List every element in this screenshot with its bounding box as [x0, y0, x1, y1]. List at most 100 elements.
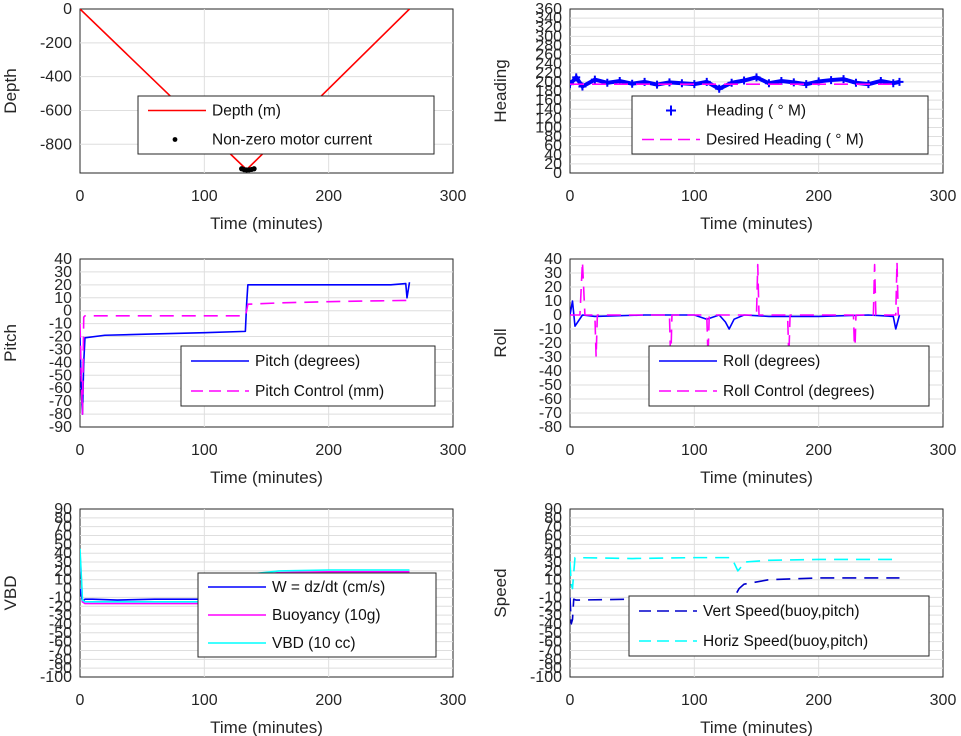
y-tick-label: -80 — [539, 651, 562, 668]
y-tick-label: -10 — [539, 589, 562, 606]
data-point — [665, 78, 674, 87]
y-tick-label: 80 — [54, 510, 72, 527]
y-tick-label: -30 — [49, 607, 72, 624]
x-tick-label: 0 — [566, 188, 575, 205]
y-tick-label: -80 — [49, 651, 72, 668]
y-tick-label: 80 — [544, 510, 562, 527]
y-tick-label: 320 — [535, 19, 562, 36]
y-tick-label: 300 — [535, 28, 562, 45]
data-point — [677, 79, 686, 88]
x-tick-label: 300 — [930, 188, 957, 205]
y-tick-label: 50 — [544, 536, 562, 553]
x-tick-label: 100 — [191, 692, 218, 709]
data-point — [752, 73, 761, 82]
y-tick-label: 30 — [54, 264, 72, 281]
y-tick-label: 40 — [54, 251, 72, 268]
x-tick-label: 100 — [191, 442, 218, 459]
x-tick-label: 300 — [930, 442, 957, 459]
x-tick-label: 100 — [681, 188, 708, 205]
legend-box — [648, 345, 930, 407]
legend-label: Depth (m) — [212, 103, 281, 120]
y-tick-label: 40 — [544, 545, 562, 562]
legend-label: Pitch Control (mm) — [255, 383, 384, 400]
y-tick-label: -40 — [49, 616, 72, 633]
data-point — [789, 78, 798, 87]
y-tick-label: 80 — [544, 129, 562, 146]
y-tick-label: -600 — [40, 102, 72, 119]
y-tick-label: 0 — [553, 307, 562, 324]
y-tick-label: 40 — [54, 545, 72, 562]
series-line — [80, 299, 410, 415]
legend: Heading ( ° M) Desired Heading ( ° M) — [631, 95, 929, 155]
y-tick-label: 260 — [535, 47, 562, 64]
x-tick-label: 200 — [805, 188, 832, 205]
series-line — [570, 260, 900, 365]
x-tick-label: 0 — [76, 188, 85, 205]
legend-label: Vert Speed(buoy,pitch) — [703, 603, 860, 620]
y-tick-label: -60 — [49, 634, 72, 651]
data-point — [851, 78, 860, 87]
y-tick-label: -70 — [49, 393, 72, 410]
y-tick-label: 70 — [54, 519, 72, 536]
legend-label: VBD (10 cc) — [272, 635, 356, 652]
x-tick-label: 0 — [566, 442, 575, 459]
x-tick-label: 200 — [805, 442, 832, 459]
y-tick-label: -70 — [539, 642, 562, 659]
y-tick-label: -400 — [40, 69, 72, 86]
y-tick-label: -30 — [539, 349, 562, 366]
legend-label: Horiz Speed(buoy,pitch) — [703, 633, 868, 650]
y-tick-label: 10 — [544, 293, 562, 310]
legend: Pitch (degrees) Pitch Control (mm) — [180, 345, 436, 407]
y-tick-label: 10 — [54, 572, 72, 589]
x-tick-label: 100 — [681, 692, 708, 709]
y-tick-label: 20 — [544, 279, 562, 296]
legend-label: Heading ( ° M) — [706, 103, 806, 120]
y-tick-label: -800 — [40, 136, 72, 153]
x-tick-label: 200 — [315, 692, 342, 709]
y-tick-label: 20 — [54, 563, 72, 580]
y-tick-label: -90 — [539, 660, 562, 677]
y-tick-label: 0 — [553, 581, 562, 598]
y-tick-label: 90 — [544, 501, 562, 518]
y-tick-label: 20 — [544, 563, 562, 580]
data-point — [895, 77, 904, 86]
y-axis-label: Roll — [491, 328, 510, 357]
y-tick-label: -90 — [49, 419, 72, 436]
series-line — [570, 577, 900, 625]
y-tick-label: -80 — [539, 419, 562, 436]
y-tick-label: 0 — [63, 1, 72, 18]
y-axis-label: Speed — [491, 568, 510, 617]
y-tick-label: 20 — [544, 156, 562, 173]
legend-marker — [666, 105, 676, 116]
series-line — [570, 556, 900, 590]
x-axis-label: Time (minutes) — [210, 718, 323, 736]
x-tick-label: 0 — [76, 692, 85, 709]
y-tick-label: 20 — [54, 277, 72, 294]
y-tick-label: -70 — [539, 405, 562, 422]
series-layer — [570, 73, 904, 93]
y-axis-label: Depth — [1, 68, 20, 113]
data-point — [715, 84, 724, 93]
y-tick-label: -50 — [49, 367, 72, 384]
y-tick-label: 50 — [54, 536, 72, 553]
y-axis-label: Heading — [491, 59, 510, 122]
x-tick-label: 200 — [805, 692, 832, 709]
data-point — [764, 79, 773, 88]
x-tick-label: 0 — [566, 692, 575, 709]
series-line — [570, 300, 901, 330]
y-tick-label: -40 — [539, 363, 562, 380]
y-tick-label: 90 — [54, 501, 72, 518]
y-tick-label: -100 — [530, 669, 562, 686]
y-tick-label: 70 — [544, 519, 562, 536]
x-tick-label: 100 — [681, 442, 708, 459]
y-tick-label: 60 — [544, 528, 562, 545]
y-tick-label: -10 — [49, 589, 72, 606]
y-tick-label: -30 — [539, 607, 562, 624]
y-tick-label: 100 — [535, 119, 562, 136]
y-tick-label: 120 — [535, 110, 562, 127]
y-tick-label: 0 — [63, 303, 72, 320]
series-layer — [570, 260, 901, 365]
x-axis-label: Time (minutes) — [700, 214, 813, 233]
y-tick-label: -80 — [49, 406, 72, 423]
